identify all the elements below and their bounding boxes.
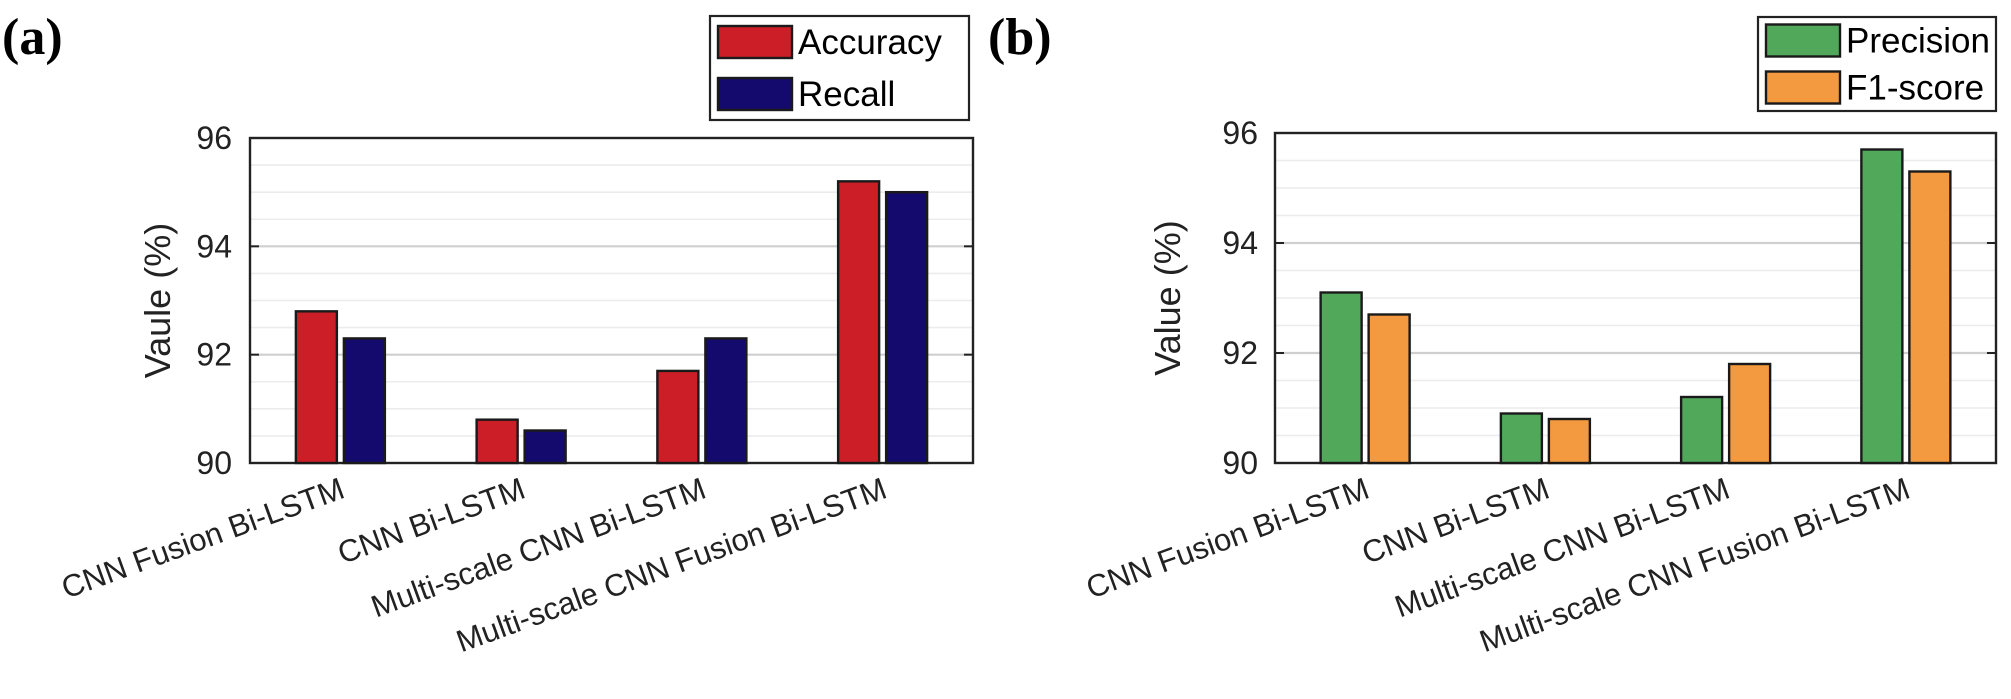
bar-accuracy-4	[836, 180, 881, 465]
y-tick-label: 94	[1222, 225, 1258, 261]
bar-precision-3	[1679, 395, 1724, 465]
x-tick-label: CNN Fusion Bi-LSTM	[1082, 471, 1374, 606]
y-tick-label: 94	[196, 228, 232, 264]
y-tick-label: 90	[1222, 445, 1258, 481]
panel-label: (b)	[988, 9, 1052, 66]
plot-area-frame	[1273, 131, 1998, 465]
y-tick-label: 90	[196, 445, 232, 481]
y-axis-title: Vaule (%)	[137, 223, 178, 378]
bar-recall-1	[342, 337, 387, 465]
legend-swatch	[716, 24, 794, 60]
y-tick-label: 96	[196, 120, 232, 156]
x-tick-label: CNN Fusion Bi-LSTM	[57, 471, 349, 606]
bar-accuracy-2	[475, 418, 519, 465]
bar-recall-4	[884, 190, 929, 465]
legend-swatch	[1764, 23, 1842, 58]
bar-accuracy-1	[294, 310, 339, 465]
bar-precision-4	[1860, 148, 1904, 465]
plot-area-frame	[248, 136, 975, 465]
y-axis-title: Value (%)	[1147, 220, 1188, 375]
legend-swatch	[1764, 70, 1842, 105]
legend-label: F1-score	[1846, 69, 1984, 108]
legend-label: Recall	[798, 75, 895, 114]
bar-f1-score-2	[1547, 417, 1592, 465]
bar-f1-score-3	[1727, 362, 1772, 465]
bar-recall-3	[704, 337, 748, 465]
bar-f1-score-4	[1908, 170, 1952, 465]
bar-recall-2	[523, 429, 567, 465]
bar-f1-score-1	[1367, 313, 1411, 465]
bar-precision-2	[1499, 412, 1544, 465]
legend: Accuracy Recall	[708, 14, 971, 122]
legend-label: Precision	[1846, 22, 1990, 61]
legend-label: Accuracy	[798, 23, 942, 62]
bar-precision-1	[1319, 291, 1363, 465]
y-tick-label: 96	[1222, 115, 1258, 151]
bar-accuracy-3	[656, 369, 700, 465]
legend-swatch	[716, 76, 794, 112]
panel-label: (a)	[2, 9, 63, 66]
legend: Precision F1-score	[1756, 15, 1998, 113]
y-tick-label: 92	[196, 337, 232, 373]
y-tick-label: 92	[1222, 335, 1258, 371]
